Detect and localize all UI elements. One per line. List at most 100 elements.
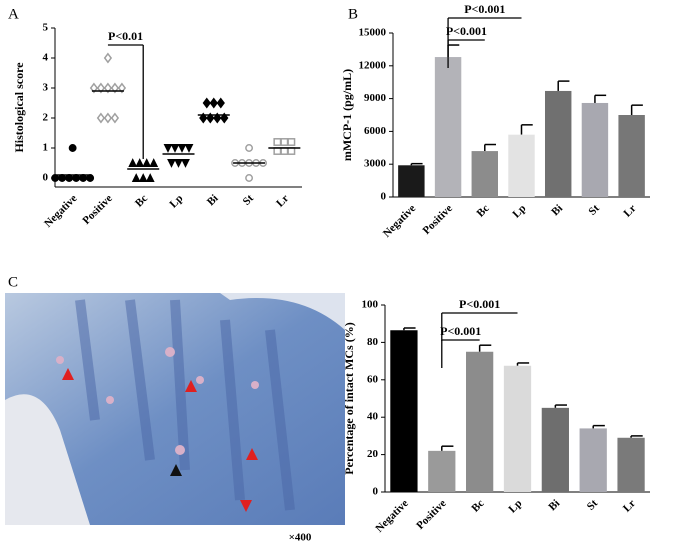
significance: P<0.001 — [459, 297, 500, 311]
bar — [466, 351, 494, 492]
point — [213, 112, 222, 124]
y-tick-label: 3000 — [364, 158, 387, 170]
x-tick-label: Lr — [621, 497, 638, 514]
point — [220, 112, 229, 124]
y-tick-label: 5 — [43, 22, 49, 34]
y-tick-label: 12000 — [359, 59, 387, 71]
x-tick-label: Bc — [469, 497, 486, 514]
point — [181, 159, 190, 168]
y-tick-label: 0 — [373, 486, 379, 498]
point — [72, 174, 81, 182]
panel-label: C — [8, 274, 18, 290]
point — [149, 158, 159, 167]
bar — [544, 90, 572, 197]
y-axis-label: Percentage of intact MCs (%) — [342, 322, 356, 474]
bar — [471, 151, 499, 197]
point — [131, 173, 141, 182]
point — [202, 97, 211, 109]
y-tick-label: 9000 — [364, 92, 387, 104]
point — [199, 112, 208, 124]
y-tick-label: 15000 — [359, 27, 387, 39]
y-axis-label: mMCP-1 (pg/mL) — [340, 69, 354, 161]
point — [89, 82, 99, 94]
bar — [541, 407, 569, 492]
point — [280, 138, 289, 146]
x-tick-label: Negative — [42, 192, 80, 230]
point — [96, 112, 106, 124]
panel-label: A — [8, 6, 19, 22]
bar — [434, 57, 462, 198]
x-tick-label: Lr — [274, 192, 291, 209]
point — [167, 159, 176, 168]
point — [245, 144, 254, 152]
point — [273, 147, 282, 155]
point — [273, 138, 282, 146]
point — [138, 173, 148, 182]
bar — [508, 134, 535, 197]
significance: P<0.01 — [108, 29, 143, 43]
x-tick-label: Lp — [510, 202, 528, 220]
bar — [390, 330, 418, 492]
point — [145, 173, 155, 182]
y-axis-label: Histological score — [12, 62, 26, 153]
y-tick-label: 3 — [43, 82, 49, 94]
point — [184, 144, 194, 153]
point — [209, 97, 218, 109]
y-tick-label: 0 — [381, 191, 387, 203]
point — [245, 174, 254, 182]
x-tick-label: Negative — [381, 202, 419, 240]
point — [103, 112, 113, 124]
point — [117, 82, 127, 94]
bar — [617, 437, 645, 492]
point — [174, 159, 183, 168]
point — [287, 138, 296, 146]
point — [128, 158, 138, 167]
significance: P<0.001 — [464, 2, 505, 16]
point — [86, 174, 95, 182]
x-tick-label: Negative — [373, 497, 411, 535]
significance: P<0.001 — [446, 24, 487, 38]
y-tick-label: 80 — [367, 336, 379, 348]
x-tick-label: Lp — [506, 497, 524, 515]
magnification: ×400 — [289, 532, 312, 544]
bar — [398, 165, 425, 197]
micrograph — [5, 293, 345, 525]
point — [58, 174, 67, 182]
y-tick-label: 0 — [43, 172, 49, 184]
x-tick-label: Bc — [475, 202, 492, 219]
x-tick-label: Positive — [80, 192, 114, 226]
point — [280, 147, 289, 155]
point — [96, 82, 106, 94]
x-tick-label: St — [585, 497, 601, 513]
point — [163, 144, 173, 153]
bar — [618, 115, 645, 197]
point — [51, 174, 60, 182]
point — [68, 144, 77, 152]
point — [135, 158, 145, 167]
y-tick-label: 40 — [367, 411, 379, 423]
x-tick-label: Bi — [549, 202, 565, 218]
point — [206, 112, 215, 124]
y-tick-label: 2 — [43, 112, 49, 124]
point — [103, 52, 113, 64]
x-tick-label: Bi — [205, 192, 221, 208]
point — [216, 97, 225, 109]
y-tick-label: 100 — [362, 299, 379, 311]
x-tick-label: Bi — [546, 497, 562, 513]
y-tick-label: 20 — [367, 448, 379, 460]
y-tick-label: 4 — [43, 52, 49, 64]
x-tick-label: Lr — [621, 202, 638, 219]
point — [110, 82, 120, 94]
x-tick-label: St — [586, 202, 602, 218]
bar — [503, 365, 532, 492]
bar — [581, 102, 609, 197]
point — [177, 144, 187, 153]
y-tick-label: 1 — [43, 142, 49, 154]
point — [79, 174, 88, 182]
x-tick-label: Lp — [167, 192, 185, 210]
x-tick-label: Positive — [421, 202, 455, 236]
point — [287, 147, 296, 155]
panel-label: B — [348, 6, 358, 22]
x-tick-label: St — [241, 192, 257, 208]
